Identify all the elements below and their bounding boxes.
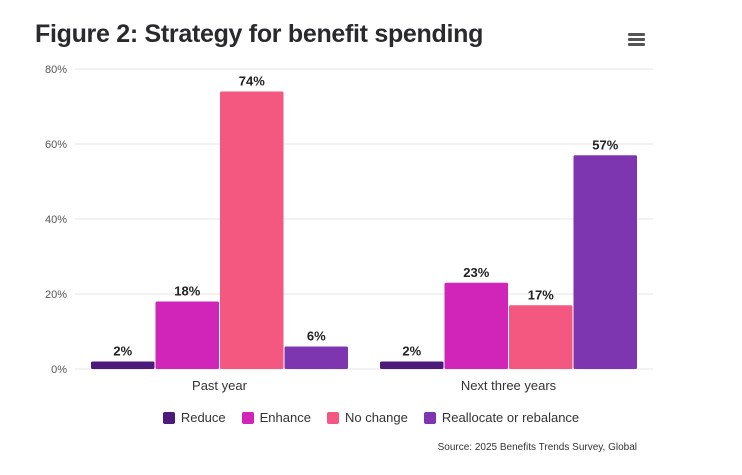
bar-reduce[interactable] [380, 361, 444, 370]
bar-enhance[interactable] [155, 301, 220, 370]
legend-label: Reallocate or rebalance [441, 410, 580, 425]
bar-reallocate-or-rebalance[interactable] [573, 155, 638, 369]
legend-swatch [326, 411, 339, 424]
y-tick-label: 80% [45, 64, 67, 76]
legend-swatch [241, 411, 254, 424]
data-label: 17% [528, 287, 554, 302]
bar-no-change[interactable] [220, 91, 284, 370]
legend-item[interactable]: Reduce [162, 410, 226, 425]
y-tick-label: 40% [45, 214, 67, 226]
data-label: 74% [239, 74, 265, 89]
legend-item[interactable]: No change [326, 410, 408, 425]
x-category-label: Next three years [461, 378, 557, 393]
y-tick-label: 0% [51, 364, 67, 376]
bar-no-change[interactable] [509, 305, 573, 369]
data-label: 57% [592, 137, 618, 152]
x-category-label: Past year [192, 378, 248, 393]
y-tick-label: 20% [45, 289, 67, 301]
hamburger-menu-icon[interactable] [626, 33, 648, 51]
data-label: 2% [113, 344, 132, 359]
legend-swatch [423, 411, 436, 424]
y-tick-label: 60% [45, 139, 67, 151]
source-note: Source: 2025 Benefits Trends Survey, Glo… [437, 442, 637, 453]
legend-swatch [162, 411, 175, 424]
data-label: 2% [402, 344, 421, 359]
legend-item[interactable]: Enhance [241, 410, 311, 425]
legend: Reduce Enhance No change Reallocate or reba… [0, 410, 742, 425]
data-label: 18% [174, 284, 200, 299]
data-label: 23% [463, 265, 489, 280]
bar-reallocate-or-rebalance[interactable] [284, 346, 349, 370]
bar-chart: 0% 20% 40% 60% 80% 2% 18% 74% 6% Past year 2% 23% 1… [45, 64, 653, 393]
bar-enhance[interactable] [444, 282, 509, 369]
chart-title: Figure 2: Strategy for benefit spending [35, 20, 484, 48]
data-label: 6% [307, 329, 326, 344]
legend-label: Reduce [180, 410, 226, 425]
legend-label: No change [344, 410, 408, 425]
legend-label: Enhance [259, 410, 311, 425]
bar-reduce[interactable] [91, 361, 155, 370]
legend-item[interactable]: Reallocate or rebalance [423, 410, 580, 425]
